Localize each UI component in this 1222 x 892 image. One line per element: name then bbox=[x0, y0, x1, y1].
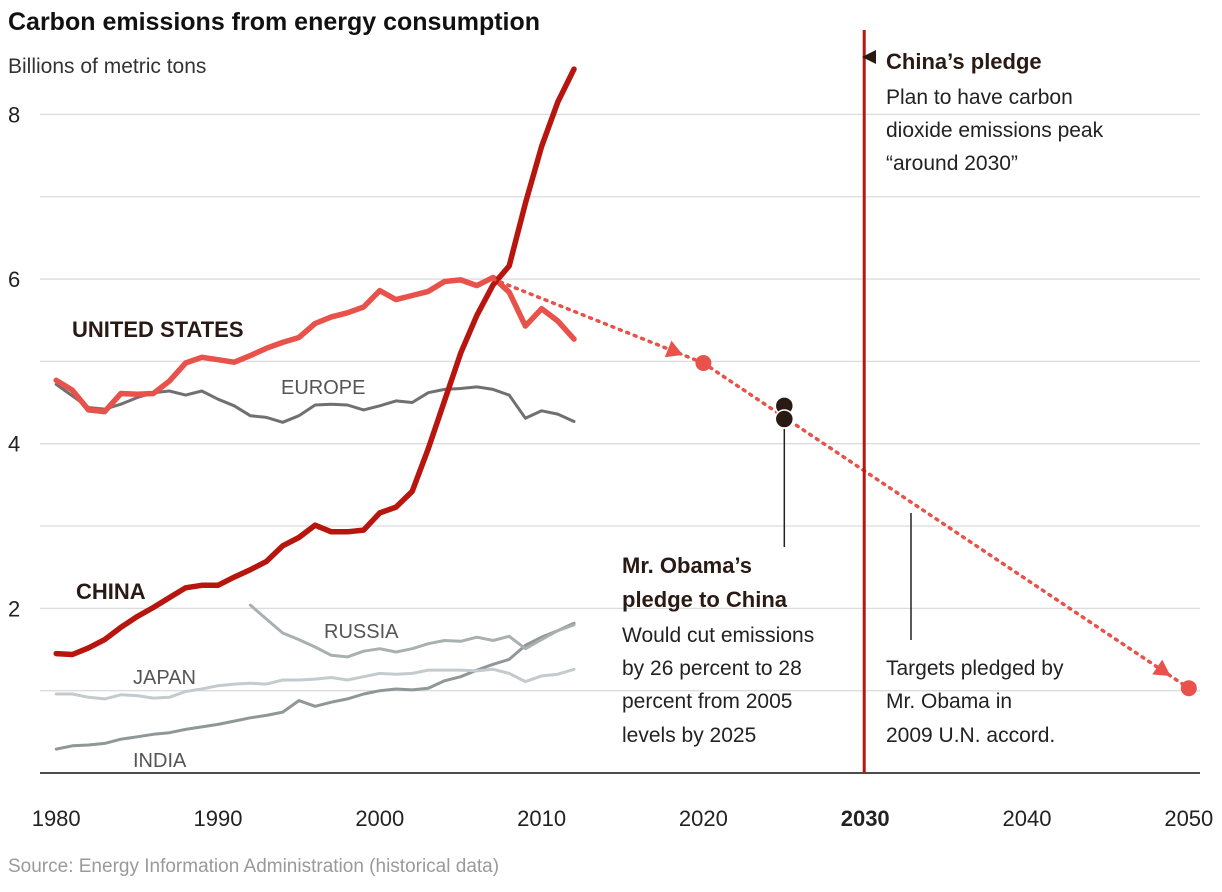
y-tick-label: 2 bbox=[8, 596, 20, 621]
china-pledge-heading: China’s pledge bbox=[886, 49, 1042, 74]
obama-pledge-line-2: by 26 percent to 28 bbox=[622, 657, 802, 680]
label-russia: RUSSIA bbox=[324, 621, 399, 643]
x-tick-label: 2050 bbox=[1164, 806, 1213, 831]
china-pledge-line-2: dioxide emissions peak bbox=[886, 119, 1104, 142]
series-line-japan bbox=[54, 667, 576, 701]
series-line-china bbox=[53, 66, 577, 658]
series-line-russia bbox=[248, 603, 576, 659]
obama-pledge-line-1: Would cut emissions bbox=[622, 624, 814, 647]
chart-subtitle: Billions of metric tons bbox=[8, 55, 206, 78]
projection-arrowhead bbox=[1152, 659, 1171, 676]
label-china: CHINA bbox=[76, 579, 146, 604]
label-india: INDIA bbox=[133, 750, 187, 772]
grid bbox=[40, 113, 1200, 774]
obama-pledge-heading-2: pledge to China bbox=[622, 587, 788, 612]
un-accord-line-3: 2009 U.N. accord. bbox=[886, 724, 1055, 747]
china-pledge-marker-icon bbox=[862, 50, 876, 64]
un-accord-line-2: Mr. Obama in bbox=[886, 690, 1012, 713]
obama-pledge-heading-1: Mr. Obama’s bbox=[622, 553, 752, 578]
obama-pledge-point bbox=[774, 409, 795, 429]
projection-arrowhead bbox=[664, 340, 683, 358]
x-tick-label: 2000 bbox=[355, 806, 404, 831]
chart-title: Carbon emissions from energy consumption bbox=[8, 8, 540, 36]
series-line-us bbox=[53, 274, 577, 415]
y-tick-label: 4 bbox=[8, 432, 20, 457]
axis-ticks: 2 4 6 8 1980 1990 2000 2010 2020 2030 2040 2050 bbox=[8, 30, 1213, 831]
projection-segment bbox=[491, 277, 706, 365]
series-line-india bbox=[54, 621, 576, 751]
label-us: UNITED STATES bbox=[72, 317, 244, 342]
projection-target-point bbox=[1180, 680, 1197, 697]
y-tick-label: 6 bbox=[8, 267, 20, 292]
y-tick-label: 8 bbox=[8, 102, 20, 127]
label-japan: JAPAN bbox=[133, 667, 196, 689]
projection-target-point bbox=[695, 355, 712, 372]
x-tick-label: 1980 bbox=[32, 806, 81, 831]
obama-pledge-line-3: percent from 2005 bbox=[622, 690, 792, 713]
x-tick-label: 2010 bbox=[517, 806, 566, 831]
label-europe: EUROPE bbox=[281, 377, 365, 399]
x-tick-label: 1990 bbox=[194, 806, 243, 831]
x-tick-label: 2020 bbox=[679, 806, 728, 831]
x-tick-label: 2040 bbox=[1003, 806, 1052, 831]
obama-pledge-line-4: levels by 2025 bbox=[622, 724, 756, 747]
source-note: Source: Energy Information Administratio… bbox=[8, 856, 499, 877]
china-pledge-line-1: Plan to have carbon bbox=[886, 86, 1073, 109]
x-tick-label: 2030 bbox=[841, 806, 890, 831]
us-projection bbox=[491, 277, 1197, 697]
series-lines bbox=[53, 66, 577, 751]
un-accord-line-1: Targets pledged by bbox=[886, 657, 1064, 680]
china-pledge-line-3: “around 2030” bbox=[886, 152, 1018, 175]
